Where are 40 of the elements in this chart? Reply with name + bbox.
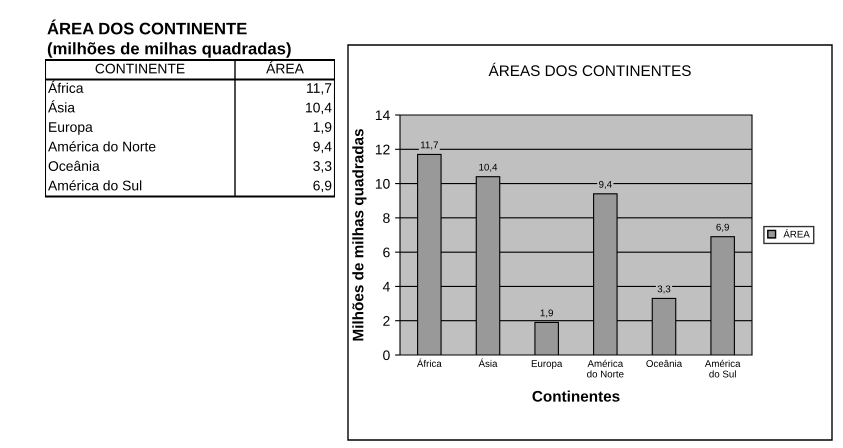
y-tick-label: 8 [383, 213, 390, 224]
text: Oceânia [48, 160, 100, 171]
data-label: 6,9 [716, 224, 729, 232]
y-tick-label: 14 [376, 110, 390, 120]
y-tick-label: 6 [383, 247, 390, 258]
text: 11,7 [307, 83, 332, 95]
y-tick-label: 10 [376, 178, 390, 189]
x-tick-label: África [416, 358, 442, 367]
x-tick-label: Europa [532, 360, 562, 369]
x-tick-label: Oceânia [646, 360, 682, 367]
text: América do Norte [48, 141, 156, 152]
text: 6,9 [313, 180, 332, 192]
text: Europa [49, 122, 93, 135]
data-label: 9,4 [599, 180, 612, 189]
text: Ásia [48, 100, 76, 112]
text: América do Sul [48, 180, 142, 190]
legend-label: ÁREA [783, 229, 810, 238]
y-tick-label: 0 [383, 350, 390, 360]
data-label: 11,7 [420, 142, 438, 150]
x-axis-title: Continentes [532, 390, 620, 402]
text: CONTINENTE [96, 64, 185, 74]
y-tick-label: 12 [376, 144, 390, 154]
text: ÁREA DOS CONTINENTE [47, 20, 247, 34]
text: 9,4 [313, 142, 332, 154]
x-tick-label: América do Norte [587, 360, 624, 378]
y-tick-label: 2 [383, 316, 390, 326]
y-axis-title: Milhões de milhas quadradas [352, 129, 366, 341]
text: ÁREA [266, 61, 304, 74]
text: 3,3 [313, 161, 332, 173]
text: (milhões de milhas quadradas) [48, 42, 291, 58]
y-tick-label: 4 [382, 282, 390, 292]
x-tick-label: Ásia [478, 358, 498, 367]
data-label: 10,4 [479, 164, 498, 172]
data-label: 3,3 [658, 285, 670, 294]
data-label: 1,9 [540, 309, 553, 318]
text: 10,4 [306, 102, 332, 114]
chart-title: ÁREAS DOS CONTINENTES [488, 62, 691, 76]
text: África [48, 80, 84, 93]
x-tick-label: América do Sul [704, 360, 740, 378]
text: 1,9 [314, 122, 332, 134]
